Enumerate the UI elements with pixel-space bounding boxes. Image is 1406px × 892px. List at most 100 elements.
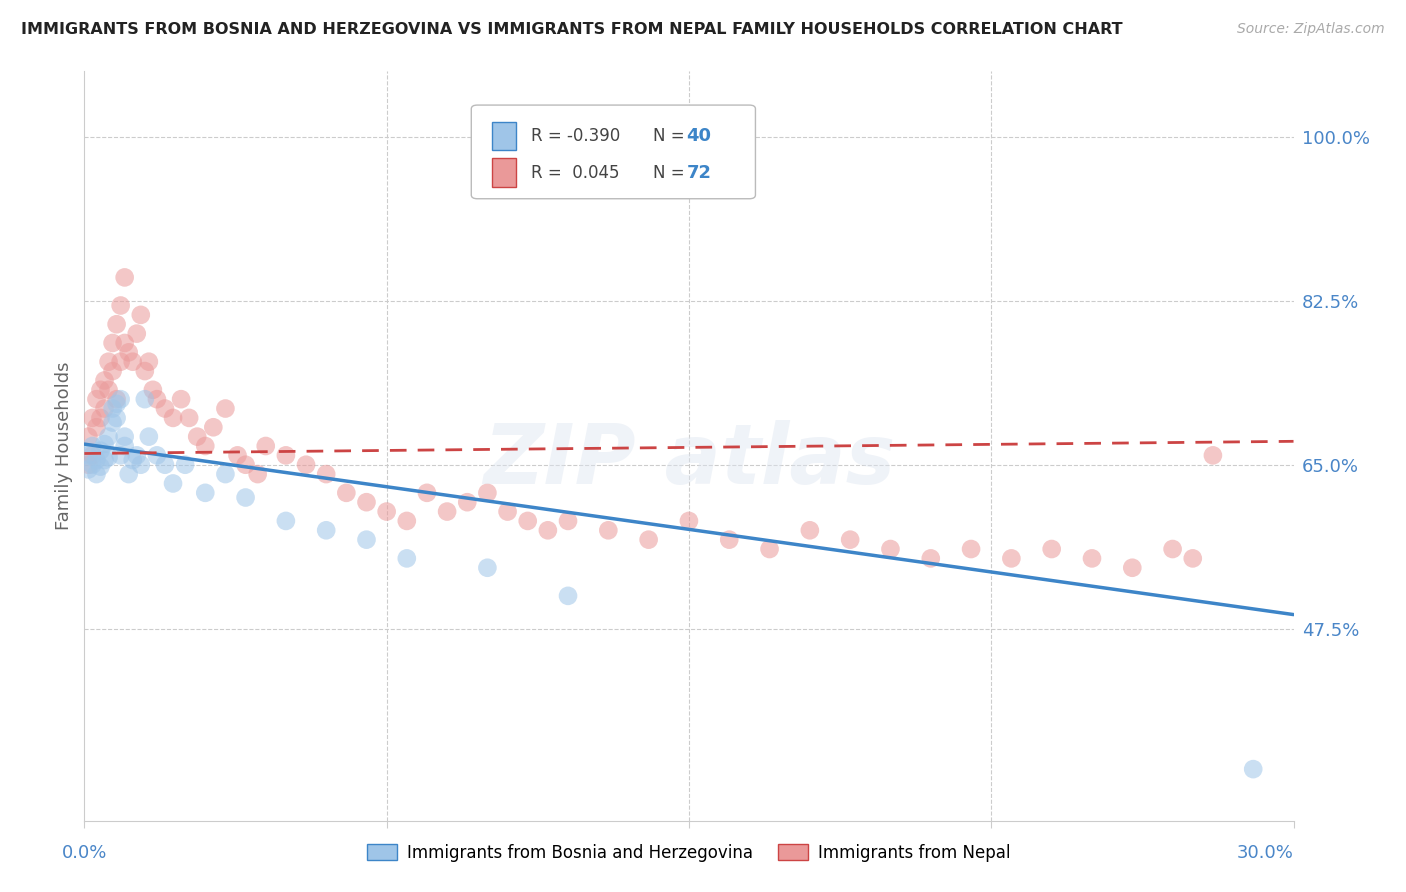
Point [89, 411, 111, 425]
Point [97, 430, 120, 444]
Point [194, 486, 217, 500]
Point [274, 514, 297, 528]
Point [118, 467, 141, 482]
Point [97, 450, 120, 465]
Point [356, 495, 378, 509]
Point [110, 299, 132, 313]
Point [335, 486, 357, 500]
Point [138, 355, 160, 369]
Text: 40: 40 [686, 127, 711, 145]
Point [477, 561, 499, 575]
Point [110, 355, 132, 369]
Point [93, 437, 115, 451]
Point [82, 449, 104, 463]
Point [637, 533, 659, 547]
Point [134, 392, 156, 407]
Point [82, 411, 104, 425]
Point [129, 308, 152, 322]
Text: 30.0%: 30.0% [1237, 844, 1294, 862]
Point [121, 355, 143, 369]
Legend: Immigrants from Bosnia and Herzegovina, Immigrants from Nepal: Immigrants from Bosnia and Herzegovina, … [360, 838, 1018, 869]
Point [86, 453, 108, 467]
Point [82, 458, 104, 472]
Point [77, 430, 100, 444]
Point [202, 420, 225, 434]
Point [295, 458, 318, 472]
Text: 72: 72 [686, 163, 711, 181]
Point [121, 453, 143, 467]
Point [110, 392, 132, 407]
Point [77, 458, 100, 472]
Text: Source: ZipAtlas.com: Source: ZipAtlas.com [1237, 22, 1385, 37]
Point [110, 449, 132, 463]
Point [134, 364, 156, 378]
Text: R =  0.045: R = 0.045 [530, 163, 619, 181]
Point [101, 416, 124, 430]
Text: N =: N = [652, 127, 689, 145]
Point [186, 430, 208, 444]
Point [97, 355, 120, 369]
Text: N =: N = [652, 163, 689, 181]
Point [516, 514, 538, 528]
Point [194, 439, 217, 453]
Point [456, 495, 478, 509]
Point [1000, 551, 1022, 566]
Point [93, 453, 115, 467]
Point [146, 392, 169, 407]
Point [153, 401, 176, 416]
Point [315, 524, 337, 538]
Point [105, 318, 128, 332]
Point [678, 514, 700, 528]
Point [105, 411, 128, 425]
Point [89, 383, 111, 397]
Point [82, 439, 104, 453]
Point [77, 462, 100, 476]
Point [395, 514, 418, 528]
FancyBboxPatch shape [471, 105, 755, 199]
Point [235, 458, 257, 472]
Point [125, 449, 148, 463]
Point [93, 374, 115, 388]
Point [101, 364, 124, 378]
Bar [492, 158, 516, 186]
Point [129, 458, 152, 472]
Bar [492, 121, 516, 150]
Point [77, 449, 100, 463]
Text: ZIP atlas: ZIP atlas [482, 420, 896, 501]
Point [799, 524, 821, 538]
Point [101, 401, 124, 416]
Point [86, 420, 108, 434]
Point [214, 401, 236, 416]
Point [162, 411, 184, 425]
Point [114, 439, 136, 453]
Point [416, 486, 439, 500]
Point [537, 524, 560, 538]
Point [93, 401, 115, 416]
Point [97, 383, 120, 397]
Point [118, 345, 141, 359]
Point [86, 392, 108, 407]
Point [170, 392, 193, 407]
Point [226, 449, 249, 463]
Point [920, 551, 942, 566]
Point [138, 430, 160, 444]
Point [89, 459, 111, 474]
Point [235, 491, 257, 505]
Point [375, 505, 398, 519]
Point [1040, 542, 1063, 557]
Point [146, 449, 169, 463]
Point [395, 551, 418, 566]
Point [496, 505, 519, 519]
Point [436, 505, 458, 519]
Point [89, 443, 111, 458]
Point [114, 336, 136, 351]
Text: R = -0.390: R = -0.390 [530, 127, 620, 145]
Point [356, 533, 378, 547]
Point [114, 270, 136, 285]
Point [557, 589, 579, 603]
Point [879, 542, 901, 557]
Point [214, 467, 236, 482]
Point [557, 514, 579, 528]
Point [105, 392, 128, 407]
Point [254, 439, 277, 453]
